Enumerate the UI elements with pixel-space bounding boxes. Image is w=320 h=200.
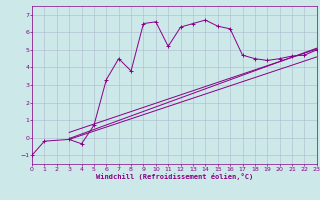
X-axis label: Windchill (Refroidissement éolien,°C): Windchill (Refroidissement éolien,°C) [96,173,253,180]
